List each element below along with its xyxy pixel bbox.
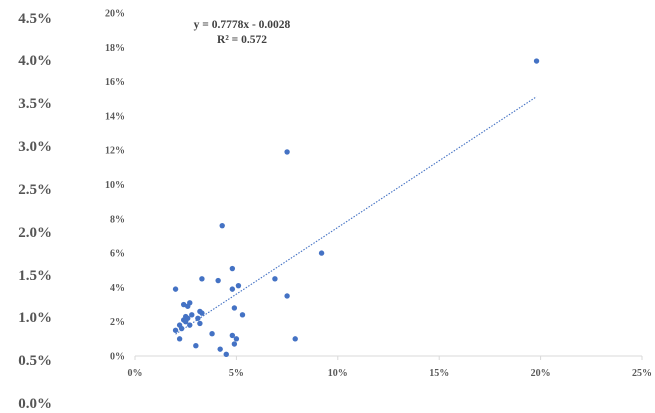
y-tick-label: 12% [105,146,125,157]
data-point [187,300,193,306]
data-point [195,315,201,321]
y-tick-label: 10% [105,180,125,191]
y-tick-label: 16% [105,77,125,88]
outer-tick-label: 1.5% [18,268,52,284]
y-tick-label: 4% [110,283,125,294]
y-tick-label: 20% [105,9,125,20]
x-tick-label: 5% [229,368,244,379]
data-point [219,222,225,229]
outer-tick-label: 2.0% [18,225,52,241]
data-point [284,293,290,299]
data-point [229,332,236,339]
data-point [231,341,238,347]
x-tick-label: 20% [531,368,551,379]
trendline-line [175,96,537,335]
y-tick-label: 8% [110,214,125,225]
data-point [209,331,215,337]
data-point [233,336,240,342]
data-point [215,277,221,284]
data-point [193,343,199,349]
y-tick-label: 2% [110,317,125,328]
data-point [533,58,540,64]
data-point [229,286,236,292]
data-point [199,276,205,282]
trendline [175,96,537,335]
outer-tick-label: 3.5% [18,96,52,112]
data-point [272,276,278,282]
data-point [178,325,185,332]
trendline-r2: R² = 0.572 [217,34,267,46]
data-point [229,265,236,272]
trendline-equation: y = 0.7778x - 0.0028 [194,19,291,31]
x-tick-label: 15% [429,368,449,379]
data-point [180,301,187,308]
data-point [176,336,183,342]
x-tick-label: 0% [128,368,143,379]
outer-tick-label: 4.0% [18,53,52,69]
data-point [199,310,205,316]
y-tick-label: 14% [105,111,125,122]
data-points [172,58,540,357]
data-point [185,315,191,321]
data-point [172,286,179,292]
data-point [197,320,203,327]
data-point [223,351,229,357]
data-point [318,250,325,256]
x-tick-label: 10% [328,368,348,379]
data-point [292,336,298,342]
data-point [217,346,223,352]
outer-tick-label: 1.0% [18,310,52,326]
outer-tick-label: 4.5% [18,11,52,27]
data-point [187,322,193,328]
data-point [284,149,290,155]
outer-tick-label: 0.5% [18,353,52,369]
y-tick-label: 0% [110,352,125,363]
data-point [189,312,195,318]
data-point [172,327,179,333]
data-point [235,282,242,289]
outer-tick-label: 3.0% [18,139,52,155]
outer-tick-label: 2.5% [18,182,52,198]
x-tick-label: 25% [632,368,652,379]
outer-tick-label: 0.0% [18,396,52,412]
y-tick-label: 6% [110,249,125,260]
axes: 0% 5% 10% 15% 20% 25% 0% 2% 4% 6% 8% 10% 12% 14% 16% 18… [105,9,652,380]
data-point [231,305,238,311]
y-tick-label: 18% [105,43,125,54]
data-point [239,312,246,318]
